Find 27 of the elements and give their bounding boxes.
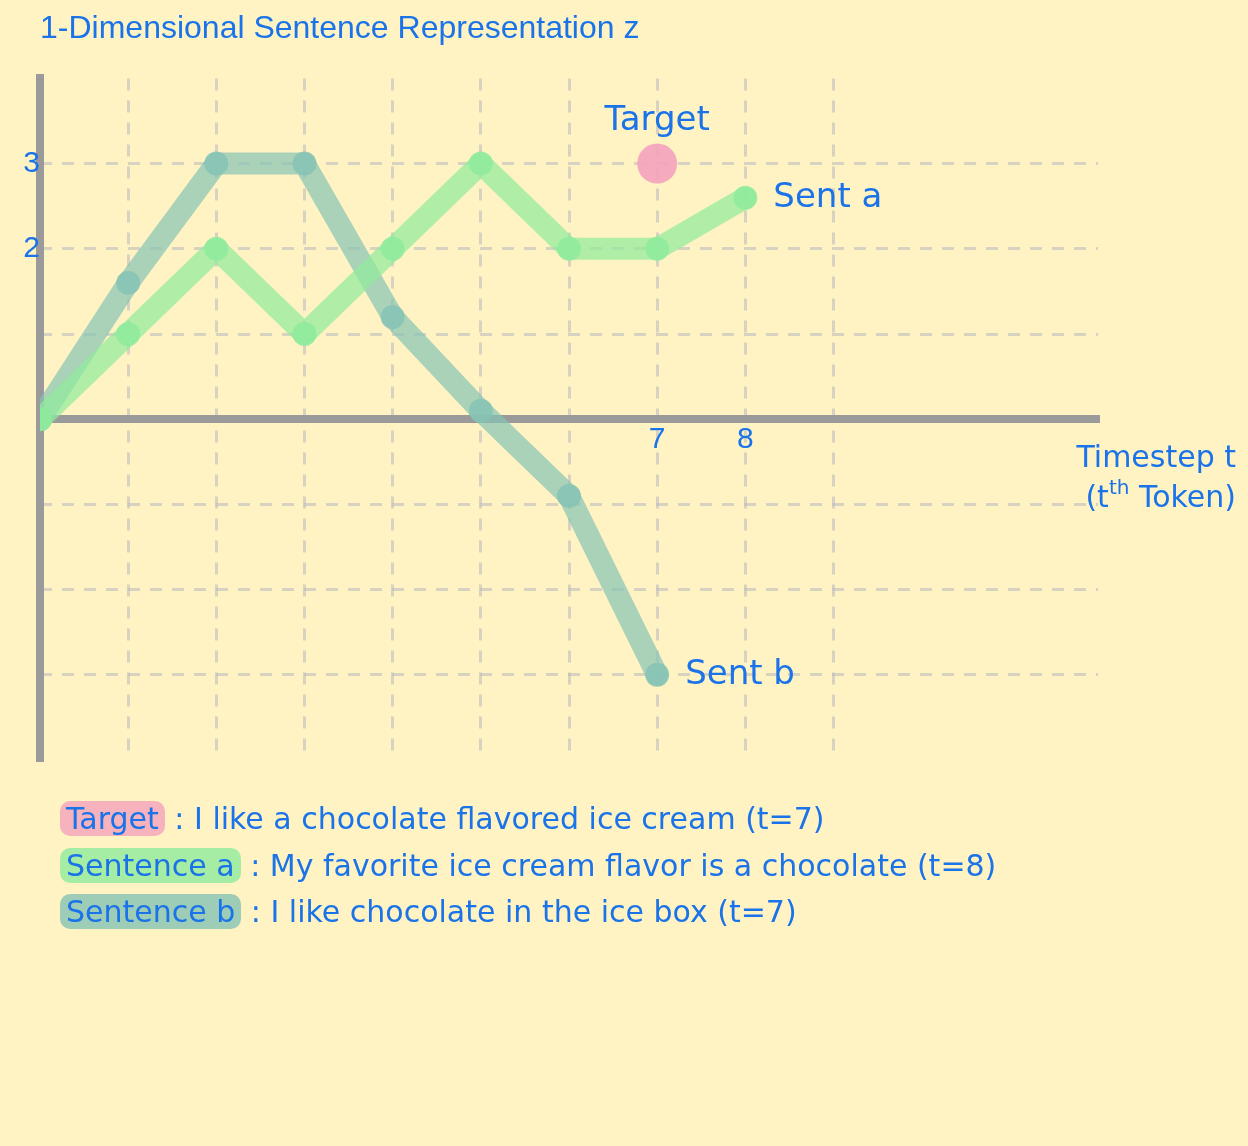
y-tick-label: 2: [23, 230, 40, 264]
point: [116, 322, 141, 346]
point: [380, 304, 405, 329]
point: [468, 398, 493, 423]
text: Sentence a : My favorite ice cream flavor is a chocolate (t=8): [65, 846, 998, 885]
series-label: Sent b: [685, 651, 795, 692]
y-tick-label: 3: [23, 144, 40, 178]
point: [468, 151, 493, 176]
point: [557, 236, 581, 261]
point: [204, 236, 229, 261]
series-label: Target: [603, 98, 710, 139]
point: [645, 236, 670, 261]
point: [557, 483, 581, 508]
text: Sentence b : I like chocolate in the ice box (t=7): [65, 893, 798, 931]
text: Target : I like a chocolate flavored ice cream (t=7): [65, 800, 826, 838]
point: [292, 322, 317, 346]
point: [292, 151, 317, 176]
point: [116, 270, 141, 295]
chart-title: 1-Dimensional Sentence Representation z: [40, 9, 640, 46]
point: [645, 662, 670, 687]
point: [637, 143, 678, 184]
point: [380, 236, 405, 261]
x-tick-label: 8: [736, 421, 754, 455]
series-label: Sent a: [773, 174, 883, 215]
point: [204, 151, 229, 176]
x-tick-label: 7: [648, 421, 666, 455]
point: [733, 185, 758, 210]
